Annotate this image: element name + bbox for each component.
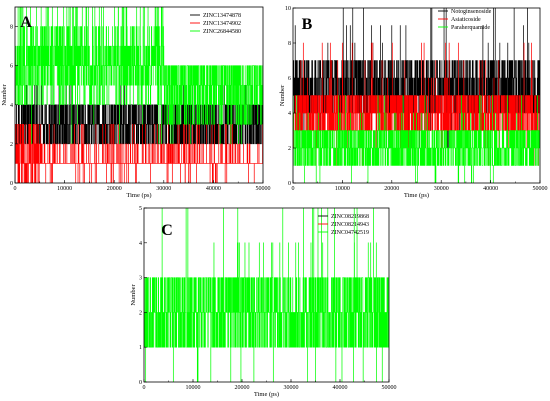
x-tick-label: 30000 <box>434 186 449 192</box>
x-tick-label: 0 <box>14 186 17 192</box>
y-tick-label: 0 <box>139 380 142 386</box>
y-tick-label: 4 <box>10 103 13 109</box>
x-tick-label: 50000 <box>533 186 548 192</box>
y-tick-label: 2 <box>10 142 13 148</box>
y-tick-label: 8 <box>288 41 291 47</box>
y-tick-label: 4 <box>139 241 142 247</box>
y-axis-label: Number <box>130 284 137 306</box>
x-tick-label: 30000 <box>156 186 171 192</box>
panel-letter: B <box>302 16 313 33</box>
panel-B: 0 10000 20000 30000 40000 50000 0 2 4 6 8 10 Time (p… <box>279 6 548 199</box>
legend-entry: ZINC26844580 <box>203 29 241 35</box>
series-line-ZINC13474902 <box>15 124 263 183</box>
y-tick-label: 0 <box>10 181 13 187</box>
y-tick-label: 6 <box>288 76 291 82</box>
legend: ZINC08219868 ZINC08214943 ZINC04742519 <box>318 214 369 236</box>
panel-letter: C <box>161 222 173 239</box>
x-tick-label: 10000 <box>186 385 201 391</box>
y-tick-label: 10 <box>285 6 291 12</box>
x-tick-label: 40000 <box>206 186 221 192</box>
x-tick-label: 50000 <box>256 186 271 192</box>
legend-entry: Notoginsenoside <box>451 9 492 15</box>
series-line-ZINC04742519 <box>144 208 389 382</box>
x-tick-label: 50000 <box>382 385 397 391</box>
y-tick-label: 2 <box>139 310 142 316</box>
series-line-Paraherquamide <box>293 95 540 183</box>
series-line-Asiaticoside <box>293 42 540 166</box>
y-tick-label: 5 <box>139 206 142 212</box>
y-tick-label: 3 <box>139 276 142 282</box>
y-tick-label: 1 <box>139 345 142 351</box>
x-axis-label: Time (ps) <box>404 192 429 199</box>
panel-C: 0 10000 20000 30000 40000 50000 0 1 2 3 4 5 Time (ps… <box>130 206 397 398</box>
y-axis-label: Number <box>1 84 8 106</box>
legend-entry: ZINC04742519 <box>331 230 369 236</box>
series-group <box>144 208 389 382</box>
x-tick-label: 10000 <box>335 186 350 192</box>
legend-entry: ZINC13474878 <box>203 13 241 19</box>
y-tick-label: 4 <box>288 111 291 117</box>
y-tick-label: 0 <box>288 181 291 187</box>
y-tick-label: 6 <box>10 64 13 70</box>
x-tick-label: 0 <box>292 186 295 192</box>
panel-A: 0 10000 20000 30000 40000 50000 0 2 4 6 8 Time (ps)… <box>1 6 271 199</box>
legend: ZINC13474878 ZINC13474902 ZINC26844580 <box>190 13 241 35</box>
legend-entry: Asiaticoside <box>451 17 481 23</box>
x-tick-label: 40000 <box>483 186 498 192</box>
y-axis-label: Number <box>279 84 286 106</box>
y-tick-label: 8 <box>10 25 13 31</box>
legend-entry: Paraherquamide <box>451 25 490 31</box>
x-tick-label: 20000 <box>384 186 399 192</box>
x-tick-label: 30000 <box>284 385 299 391</box>
x-tick-label: 40000 <box>333 385 348 391</box>
legend-entry: ZINC08219868 <box>331 214 369 220</box>
series-group <box>293 8 540 183</box>
x-tick-label: 20000 <box>107 186 122 192</box>
panel-letter: A <box>20 14 32 31</box>
x-tick-label: 10000 <box>57 186 72 192</box>
x-tick-label: 20000 <box>235 385 250 391</box>
series-group <box>15 7 263 183</box>
y-tick-label: 2 <box>288 146 291 152</box>
x-tick-label: 0 <box>143 385 146 391</box>
legend-entry: ZINC13474902 <box>203 21 241 27</box>
x-axis-label: Time (ps) <box>254 391 279 398</box>
legend-entry: ZINC08214943 <box>331 222 369 228</box>
legend: Notoginsenoside Asiaticoside Paraherquamid… <box>438 9 492 31</box>
x-axis-label: Time (ps) <box>126 192 151 199</box>
series-line-ZINC26844580 <box>15 7 263 145</box>
